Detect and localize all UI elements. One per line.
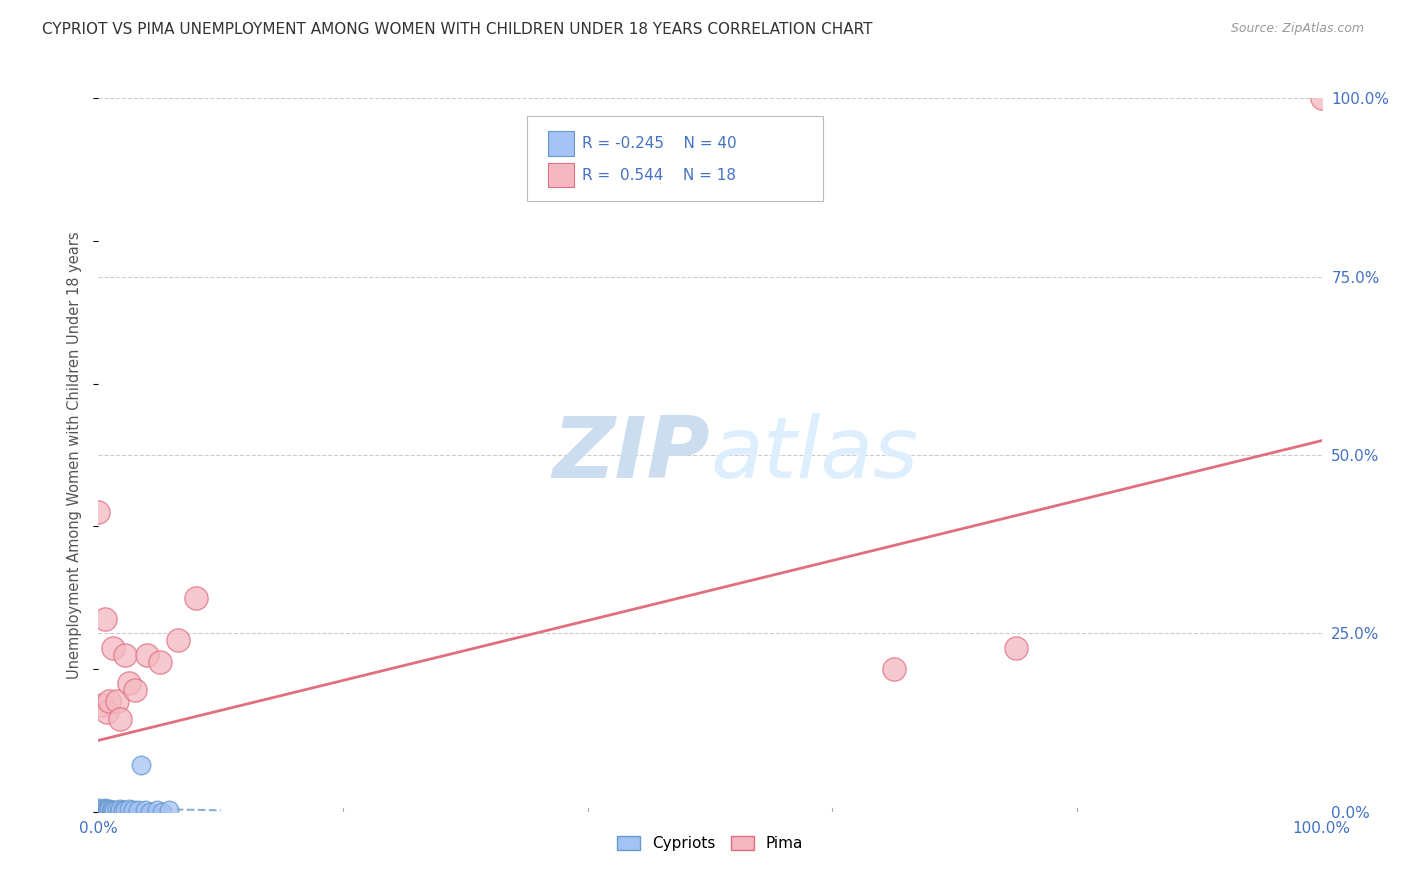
- Point: [136, 648, 159, 662]
- Point: [93, 801, 115, 815]
- Point: [167, 633, 190, 648]
- Text: atlas: atlas: [710, 413, 918, 497]
- Point: [105, 803, 128, 817]
- Point: [96, 705, 118, 719]
- Point: [150, 805, 173, 819]
- Point: [186, 591, 208, 605]
- Point: [149, 655, 172, 669]
- Point: [87, 801, 110, 815]
- Point: [87, 805, 110, 819]
- Point: [103, 803, 125, 817]
- Point: [124, 683, 146, 698]
- Point: [91, 805, 114, 819]
- Y-axis label: Unemployment Among Women with Children Under 18 years: Unemployment Among Women with Children U…: [67, 231, 83, 679]
- Point: [101, 805, 124, 819]
- Text: CYPRIOT VS PIMA UNEMPLOYMENT AMONG WOMEN WITH CHILDREN UNDER 18 YEARS CORRELATIO: CYPRIOT VS PIMA UNEMPLOYMENT AMONG WOMEN…: [42, 22, 873, 37]
- Point: [146, 803, 169, 817]
- Point: [157, 803, 180, 817]
- Point: [101, 640, 124, 655]
- Point: [110, 802, 132, 816]
- Point: [91, 803, 114, 817]
- Text: Source: ZipAtlas.com: Source: ZipAtlas.com: [1230, 22, 1364, 36]
- Point: [87, 805, 110, 819]
- Point: [93, 612, 115, 626]
- Point: [118, 802, 141, 816]
- Text: R = -0.245    N = 40: R = -0.245 N = 40: [582, 136, 737, 151]
- Point: [118, 676, 141, 690]
- Point: [121, 803, 143, 817]
- Point: [105, 694, 128, 708]
- Point: [114, 803, 136, 817]
- Point: [883, 662, 905, 676]
- Point: [91, 698, 114, 712]
- Point: [96, 803, 118, 817]
- Point: [87, 803, 110, 817]
- Point: [87, 802, 110, 816]
- Point: [1004, 640, 1026, 655]
- Point: [90, 805, 112, 819]
- Point: [111, 803, 134, 817]
- Point: [87, 803, 110, 817]
- Point: [94, 803, 117, 817]
- Point: [127, 803, 149, 817]
- Point: [90, 803, 112, 817]
- Text: R =  0.544    N = 18: R = 0.544 N = 18: [582, 168, 737, 183]
- Text: ZIP: ZIP: [553, 413, 710, 497]
- Point: [87, 805, 110, 819]
- Point: [91, 802, 114, 816]
- Point: [110, 712, 132, 726]
- Point: [108, 805, 131, 819]
- Point: [91, 803, 114, 817]
- Point: [87, 805, 110, 819]
- Point: [94, 802, 117, 816]
- Point: [96, 805, 118, 819]
- Point: [134, 803, 156, 817]
- Point: [101, 803, 124, 817]
- Point: [93, 803, 115, 817]
- Point: [129, 758, 152, 772]
- Point: [87, 505, 110, 519]
- Point: [97, 803, 120, 817]
- Point: [114, 648, 136, 662]
- Point: [100, 803, 122, 817]
- Legend: Cypriots, Pima: Cypriots, Pima: [610, 830, 810, 857]
- Point: [1310, 91, 1333, 105]
- Point: [98, 694, 121, 708]
- Point: [98, 802, 121, 816]
- Point: [139, 805, 162, 819]
